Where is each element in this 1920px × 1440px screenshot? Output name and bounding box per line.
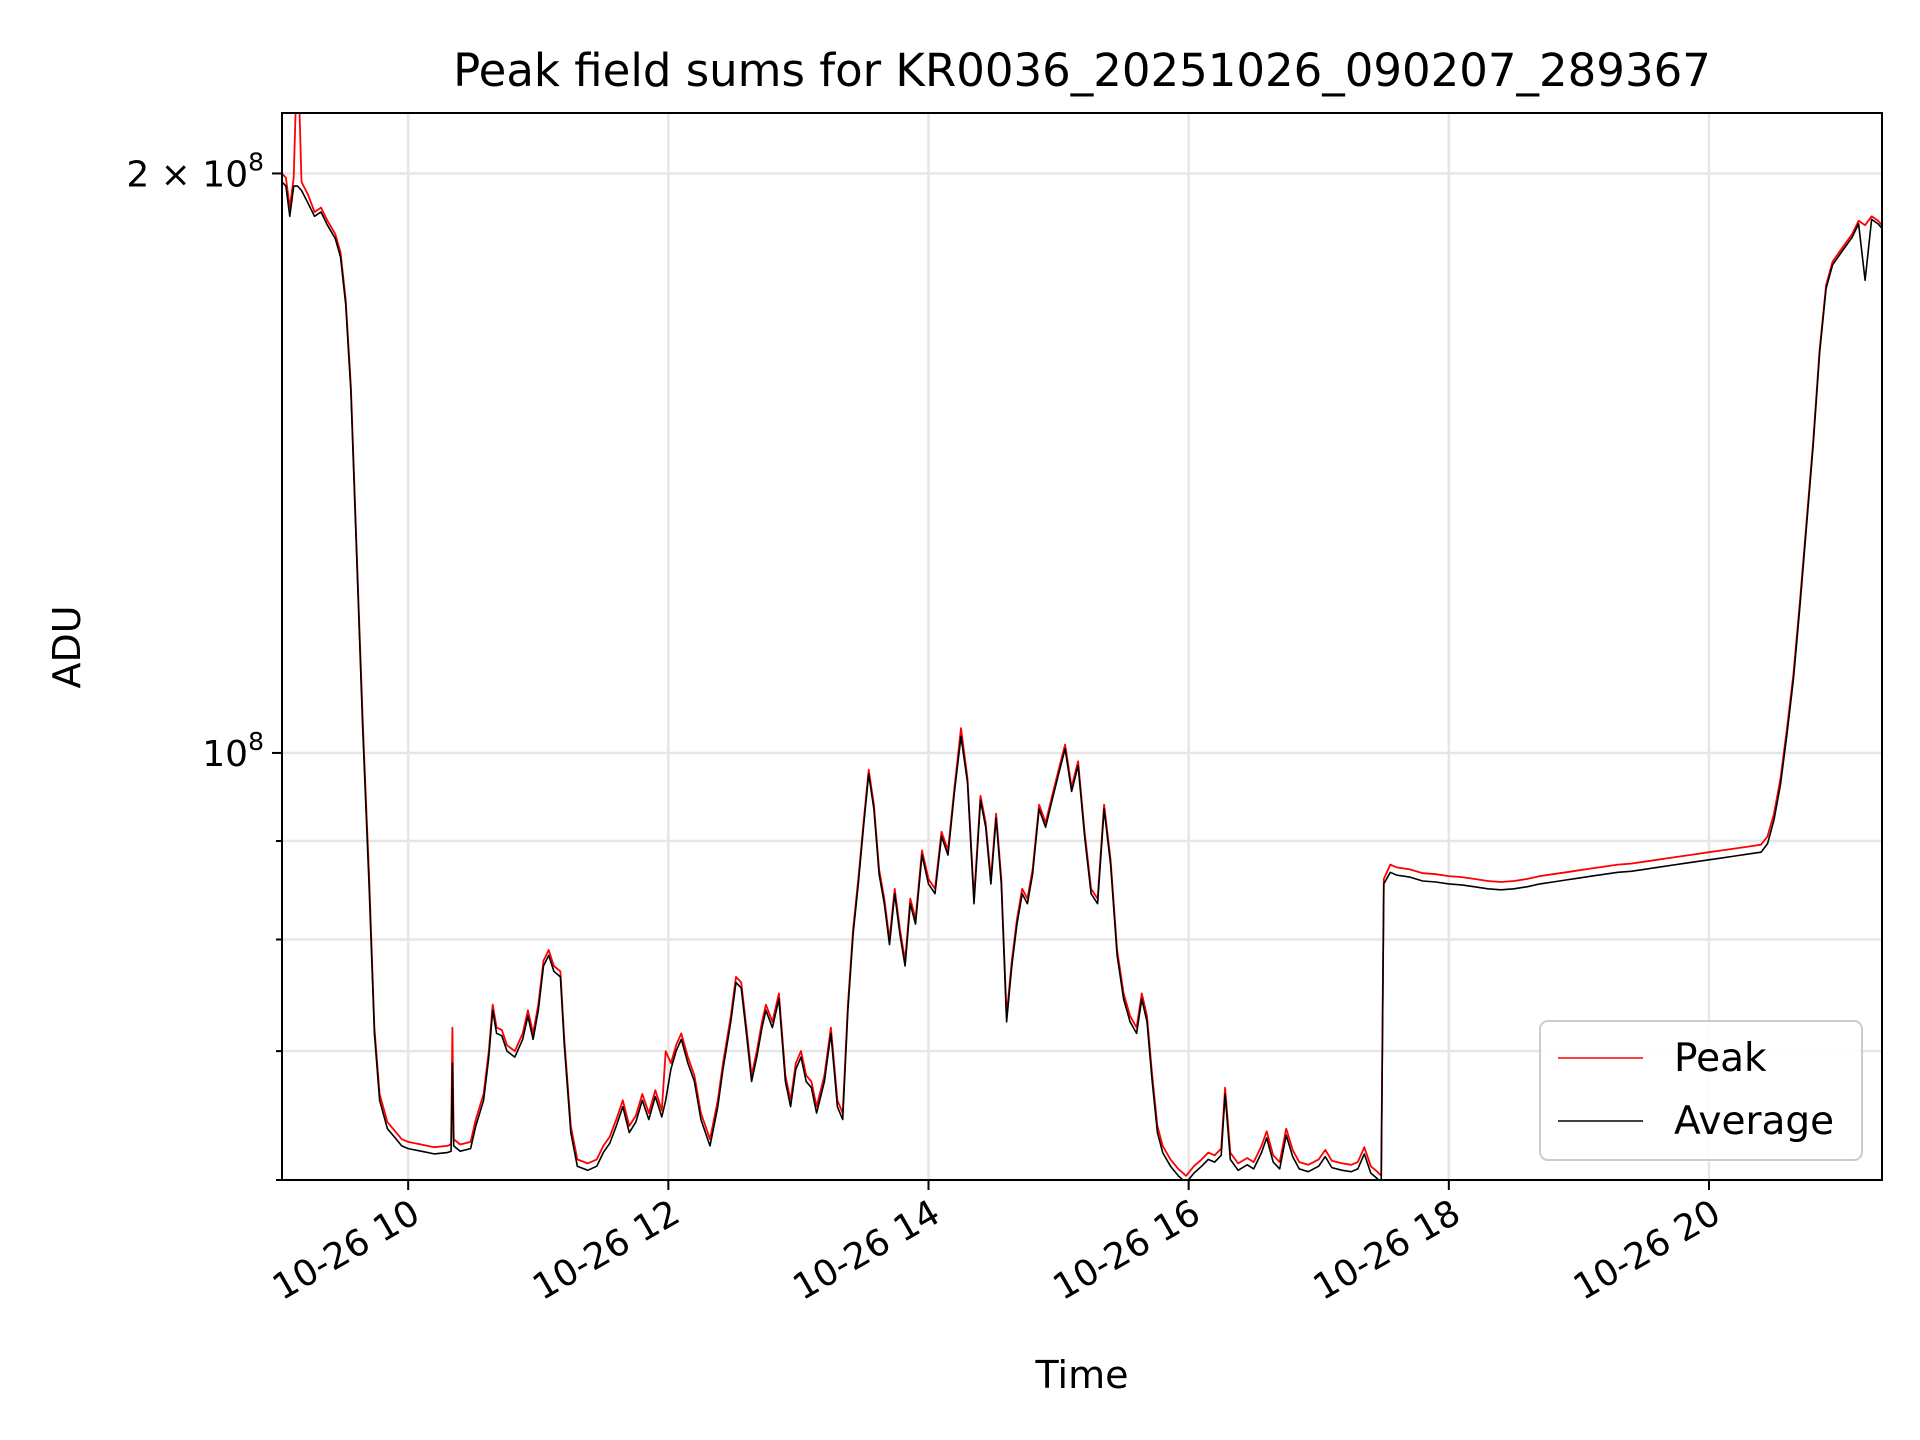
legend-label-average: Average [1674, 1099, 1834, 1144]
y-tick-label-1: 2 × 108 [126, 147, 264, 195]
series-line-average [282, 181, 1882, 1180]
chart-title: Peak field sums for KR0036_20251026_0902… [453, 44, 1711, 97]
y-axis-ticks: 108 2 × 108 [126, 147, 282, 1181]
legend-box [1539, 1020, 1863, 1161]
plot-frame [281, 112, 1883, 1181]
y-tick-label-0: 108 [202, 727, 264, 775]
x-axis-label: Time [1035, 1353, 1129, 1397]
series-group [282, 113, 1882, 1180]
y-axis-label: ADU [45, 605, 89, 688]
legend-label-peak: Peak [1674, 1036, 1767, 1081]
legend: Peak Average [1539, 1020, 1863, 1161]
